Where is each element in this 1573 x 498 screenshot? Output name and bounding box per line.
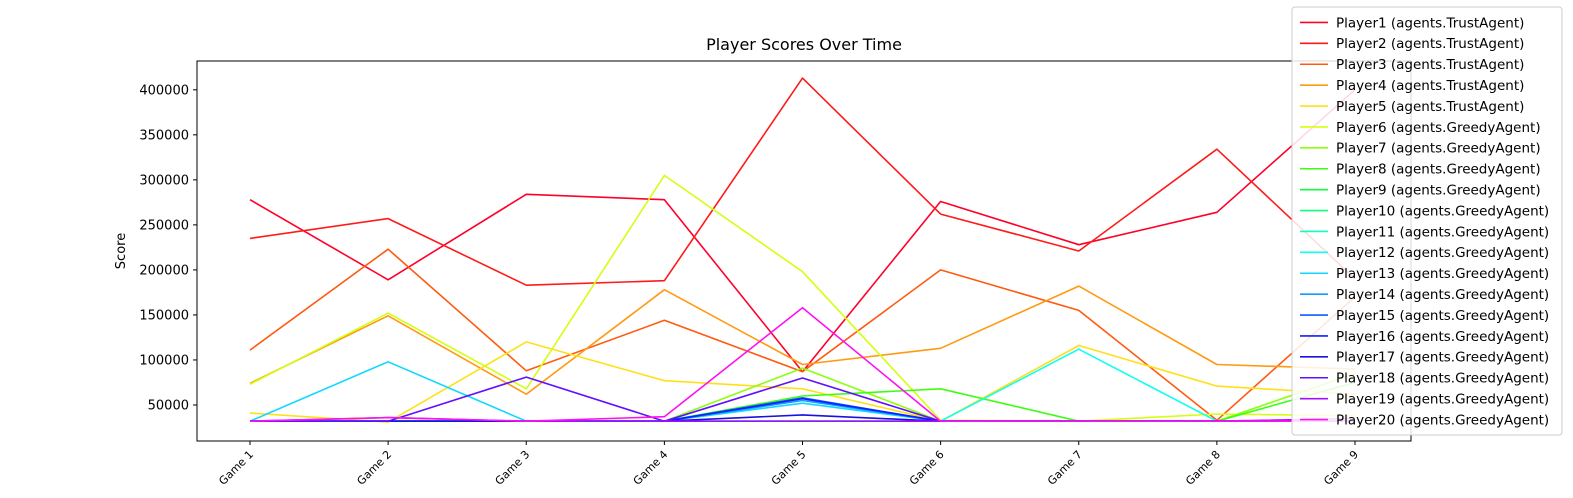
legend-label: Player16 (agents.GreedyAgent) xyxy=(1336,329,1549,345)
legend-label: Player12 (agents.GreedyAgent) xyxy=(1336,245,1549,261)
legend-box xyxy=(1291,6,1563,436)
legend-label: Player3 (agents.TrustAgent) xyxy=(1336,57,1524,73)
legend-label: Player9 (agents.GreedyAgent) xyxy=(1336,182,1541,198)
legend-label: Player8 (agents.GreedyAgent) xyxy=(1336,162,1541,178)
y-tick-label: 400000 xyxy=(139,83,189,98)
y-tick-label: 250000 xyxy=(139,218,189,233)
legend-label: Player11 (agents.GreedyAgent) xyxy=(1336,224,1549,240)
x-tick-label: Game 9 xyxy=(1321,448,1361,488)
legend-label: Player2 (agents.TrustAgent) xyxy=(1336,36,1524,52)
y-axis-ticks: 50000 100000 150000 200000 250000 300000 35000… xyxy=(139,83,197,413)
legend-label: Player17 (agents.GreedyAgent) xyxy=(1336,350,1549,366)
series-lines xyxy=(249,77,1356,423)
x-tick-label: Game 3 xyxy=(493,448,533,488)
legend-label: Player13 (agents.GreedyAgent) xyxy=(1336,266,1549,282)
series-line-player12 xyxy=(250,348,1355,423)
legend-label: Player5 (agents.TrustAgent) xyxy=(1336,99,1524,115)
y-tick-label: 50000 xyxy=(148,398,189,413)
legend: Player1 (agents.TrustAgent) Player2 (agen… xyxy=(1291,6,1563,436)
x-tick-label: Game 6 xyxy=(907,448,947,488)
legend-label: Player10 (agents.GreedyAgent) xyxy=(1336,203,1549,219)
series-line-player3 xyxy=(249,248,1356,422)
series-line-player2 xyxy=(249,77,1356,287)
series-line-player1 xyxy=(249,89,1356,373)
y-tick-label: 200000 xyxy=(139,263,189,278)
x-tick-label: Game 2 xyxy=(354,448,394,488)
legend-label: Player20 (agents.GreedyAgent) xyxy=(1336,412,1549,428)
legend-label: Player14 (agents.GreedyAgent) xyxy=(1336,287,1549,303)
series-line-player4 xyxy=(249,285,1356,396)
y-tick-label: 350000 xyxy=(139,128,189,143)
legend-label: Player4 (agents.TrustAgent) xyxy=(1336,78,1524,94)
series-line-player20 xyxy=(249,306,1355,423)
y-tick-label: 150000 xyxy=(139,308,189,323)
x-tick-label: Game 4 xyxy=(631,448,671,488)
series-line-player6 xyxy=(249,174,1356,423)
x-tick-label: Game 1 xyxy=(216,448,256,488)
legend-label: Player1 (agents.TrustAgent) xyxy=(1336,15,1524,31)
legend-label: Player19 (agents.GreedyAgent) xyxy=(1336,391,1549,407)
plot-area-frame xyxy=(196,60,1412,442)
y-tick-label: 100000 xyxy=(139,353,189,368)
x-tick-label: Game 7 xyxy=(1045,448,1085,488)
x-tick-label: Game 5 xyxy=(769,448,809,488)
series-line-player7 xyxy=(250,367,1356,423)
y-tick-label: 300000 xyxy=(139,173,189,188)
legend-label: Player7 (agents.GreedyAgent) xyxy=(1336,141,1541,157)
chart-title: Player Scores Over Time xyxy=(706,35,902,54)
y-axis-label: Score xyxy=(114,233,129,269)
legend-label: Player18 (agents.GreedyAgent) xyxy=(1336,371,1549,387)
legend-label: Player6 (agents.GreedyAgent) xyxy=(1336,120,1541,136)
legend-label: Player15 (agents.GreedyAgent) xyxy=(1336,308,1549,324)
x-tick-label: Game 8 xyxy=(1183,448,1223,488)
series-line-player5 xyxy=(249,341,1356,423)
x-axis-ticks: Game 1 Game 2 Game 3 Game 4 Game 5 Game 6 Game… xyxy=(216,441,1361,488)
